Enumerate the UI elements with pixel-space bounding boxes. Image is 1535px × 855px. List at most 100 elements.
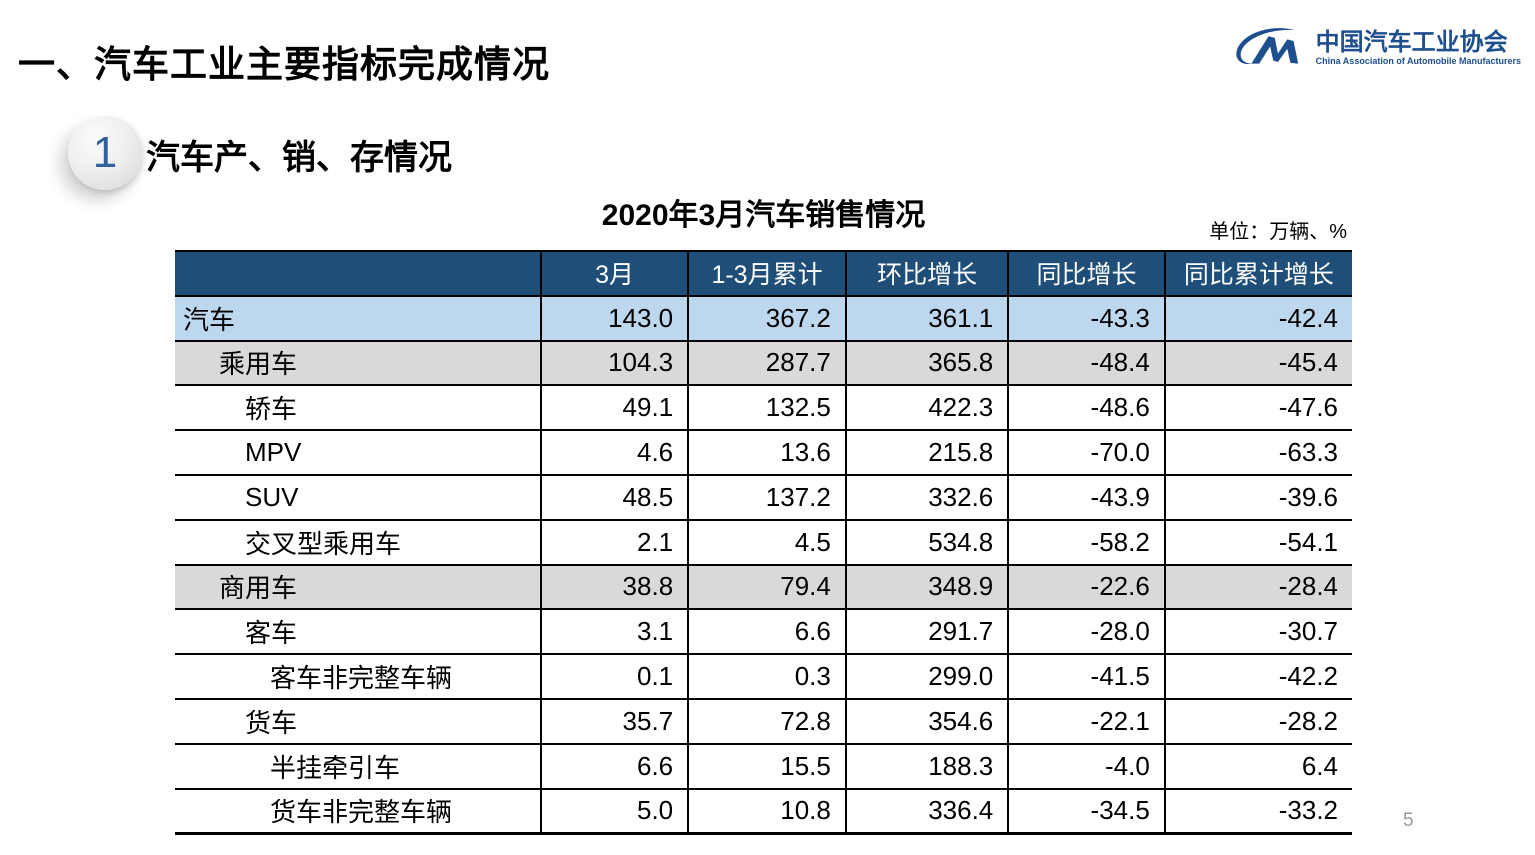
row-value: -22.6 xyxy=(1007,563,1165,610)
row-value: 422.3 xyxy=(844,384,1009,431)
row-value: -63.3 xyxy=(1163,429,1352,475)
row-label: 客车 xyxy=(175,608,542,655)
row-value: 2.1 xyxy=(540,518,689,565)
column-header-yoy-cumulative-growth: 同比累计增长 xyxy=(1163,250,1352,297)
row-value: 5.0 xyxy=(540,787,689,835)
row-label: 半挂牵引车 xyxy=(175,742,542,789)
page-number: 5 xyxy=(1403,810,1414,831)
row-value: 79.4 xyxy=(687,563,846,610)
table-title: 2020年3月汽车销售情况 xyxy=(601,199,926,232)
row-value: 143.0 xyxy=(540,294,689,341)
row-value: 4.5 xyxy=(687,518,846,565)
row-value: -28.2 xyxy=(1163,697,1352,744)
table-row: 半挂牵引车 6.6 15.5 188.3 -4.0 6.4 xyxy=(175,742,1352,789)
table-row: 货车 35.7 72.8 354.6 -22.1 -28.2 xyxy=(175,697,1352,744)
row-value: -45.4 xyxy=(1163,339,1352,386)
row-value: 72.8 xyxy=(687,697,846,744)
row-label: 货车 xyxy=(175,697,542,744)
row-value: 188.3 xyxy=(844,742,1009,789)
table-row: 客车 3.1 6.6 291.7 -28.0 -30.7 xyxy=(175,608,1352,655)
row-label: 轿车 xyxy=(175,384,542,431)
org-name-cn: 中国汽车工业协会 xyxy=(1315,28,1508,56)
row-value: 49.1 xyxy=(540,384,689,431)
row-value: 13.6 xyxy=(687,429,846,475)
row-value: 332.6 xyxy=(844,473,1009,520)
row-value: -4.0 xyxy=(1007,742,1165,789)
table-row: SUV 48.5 137.2 332.6 -43.9 -39.6 xyxy=(175,473,1352,520)
unit-label: 单位：万辆、% xyxy=(1209,221,1347,243)
column-header-month: 3月 xyxy=(540,250,689,297)
row-value: -43.3 xyxy=(1007,294,1165,341)
row-value: 15.5 xyxy=(687,742,846,789)
row-value: 367.2 xyxy=(687,294,846,341)
table-header-row: 3月 1-3月累计 环比增长 同比增长 同比累计增长 xyxy=(175,250,1352,297)
row-value: -39.6 xyxy=(1163,473,1352,520)
table-row: 汽车 143.0 367.2 361.1 -43.3 -42.4 xyxy=(175,294,1352,341)
table-row: 交叉型乘用车 2.1 4.5 534.8 -58.2 -54.1 xyxy=(175,518,1352,565)
org-logo: 中国汽车工业协会 China Association of Automobile… xyxy=(1228,22,1521,74)
org-name-en: China Association of Automobile Manufact… xyxy=(1315,56,1521,67)
column-header-blank xyxy=(175,250,542,297)
row-value: 0.1 xyxy=(540,653,689,699)
sales-table: 3月 1-3月累计 环比增长 同比增长 同比累计增长 汽车 143.0 367.2 3… xyxy=(175,250,1352,835)
row-label: 交叉型乘用车 xyxy=(175,518,542,565)
row-label: 货车非完整车辆 xyxy=(175,787,542,835)
row-value: -70.0 xyxy=(1007,429,1165,475)
row-value: -28.4 xyxy=(1163,563,1352,610)
row-value: -47.6 xyxy=(1163,384,1352,431)
row-value: 0.3 xyxy=(687,653,846,699)
row-value: 48.5 xyxy=(540,473,689,520)
row-value: 38.8 xyxy=(540,563,689,610)
row-value: 354.6 xyxy=(844,697,1009,744)
row-label: 商用车 xyxy=(175,563,542,610)
row-value: 6.6 xyxy=(540,742,689,789)
row-value: 361.1 xyxy=(844,294,1009,341)
row-value: 6.6 xyxy=(687,608,846,655)
row-value: -48.4 xyxy=(1007,339,1165,386)
page-title: 一、汽车工业主要指标完成情况 xyxy=(18,44,550,85)
row-value: -28.0 xyxy=(1007,608,1165,655)
row-value: -42.4 xyxy=(1163,294,1352,341)
table-row: MPV 4.6 13.6 215.8 -70.0 -63.3 xyxy=(175,429,1352,475)
row-label: 乘用车 xyxy=(175,339,542,386)
table-row: 货车非完整车辆 5.0 10.8 336.4 -34.5 -33.2 xyxy=(175,787,1352,835)
row-value: -58.2 xyxy=(1007,518,1165,565)
sales-table-body: 汽车 143.0 367.2 361.1 -43.3 -42.4 乘用车 104.3 287.7… xyxy=(175,294,1352,835)
row-value: 534.8 xyxy=(844,518,1009,565)
row-value: -34.5 xyxy=(1007,787,1165,835)
row-value: 132.5 xyxy=(687,384,846,431)
table-row: 乘用车 104.3 287.7 365.8 -48.4 -45.4 xyxy=(175,339,1352,386)
row-value: -41.5 xyxy=(1007,653,1165,699)
section-number: 1 xyxy=(92,128,118,177)
row-value: 299.0 xyxy=(844,653,1009,699)
row-value: -54.1 xyxy=(1163,518,1352,565)
row-value: 137.2 xyxy=(687,473,846,520)
table-row: 商用车 38.8 79.4 348.9 -22.6 -28.4 xyxy=(175,563,1352,610)
section-title: 汽车产、销、存情况 xyxy=(146,139,452,177)
row-value: 291.7 xyxy=(844,608,1009,655)
row-value: 35.7 xyxy=(540,697,689,744)
row-value: -22.1 xyxy=(1007,697,1165,744)
row-value: 215.8 xyxy=(844,429,1009,475)
row-value: 104.3 xyxy=(540,339,689,386)
column-header-cumulative: 1-3月累计 xyxy=(687,250,846,297)
row-value: -43.9 xyxy=(1007,473,1165,520)
section-number-badge: 1 xyxy=(68,116,142,190)
row-value: -30.7 xyxy=(1163,608,1352,655)
row-label: SUV xyxy=(175,473,542,520)
cam-logo-icon xyxy=(1228,22,1306,74)
row-value: 3.1 xyxy=(540,608,689,655)
table-row: 轿车 49.1 132.5 422.3 -48.6 -47.6 xyxy=(175,384,1352,431)
table-row: 客车非完整车辆 0.1 0.3 299.0 -41.5 -42.2 xyxy=(175,653,1352,699)
row-label: 汽车 xyxy=(175,294,542,341)
row-value: 10.8 xyxy=(687,787,846,835)
row-value: -48.6 xyxy=(1007,384,1165,431)
row-value: 365.8 xyxy=(844,339,1009,386)
column-header-mom-growth: 环比增长 xyxy=(844,250,1009,297)
row-value: 6.4 xyxy=(1163,742,1352,789)
row-value: 4.6 xyxy=(540,429,689,475)
row-label: 客车非完整车辆 xyxy=(175,653,542,699)
row-value: 287.7 xyxy=(687,339,846,386)
column-header-yoy-growth: 同比增长 xyxy=(1007,250,1165,297)
row-value: -42.2 xyxy=(1163,653,1352,699)
